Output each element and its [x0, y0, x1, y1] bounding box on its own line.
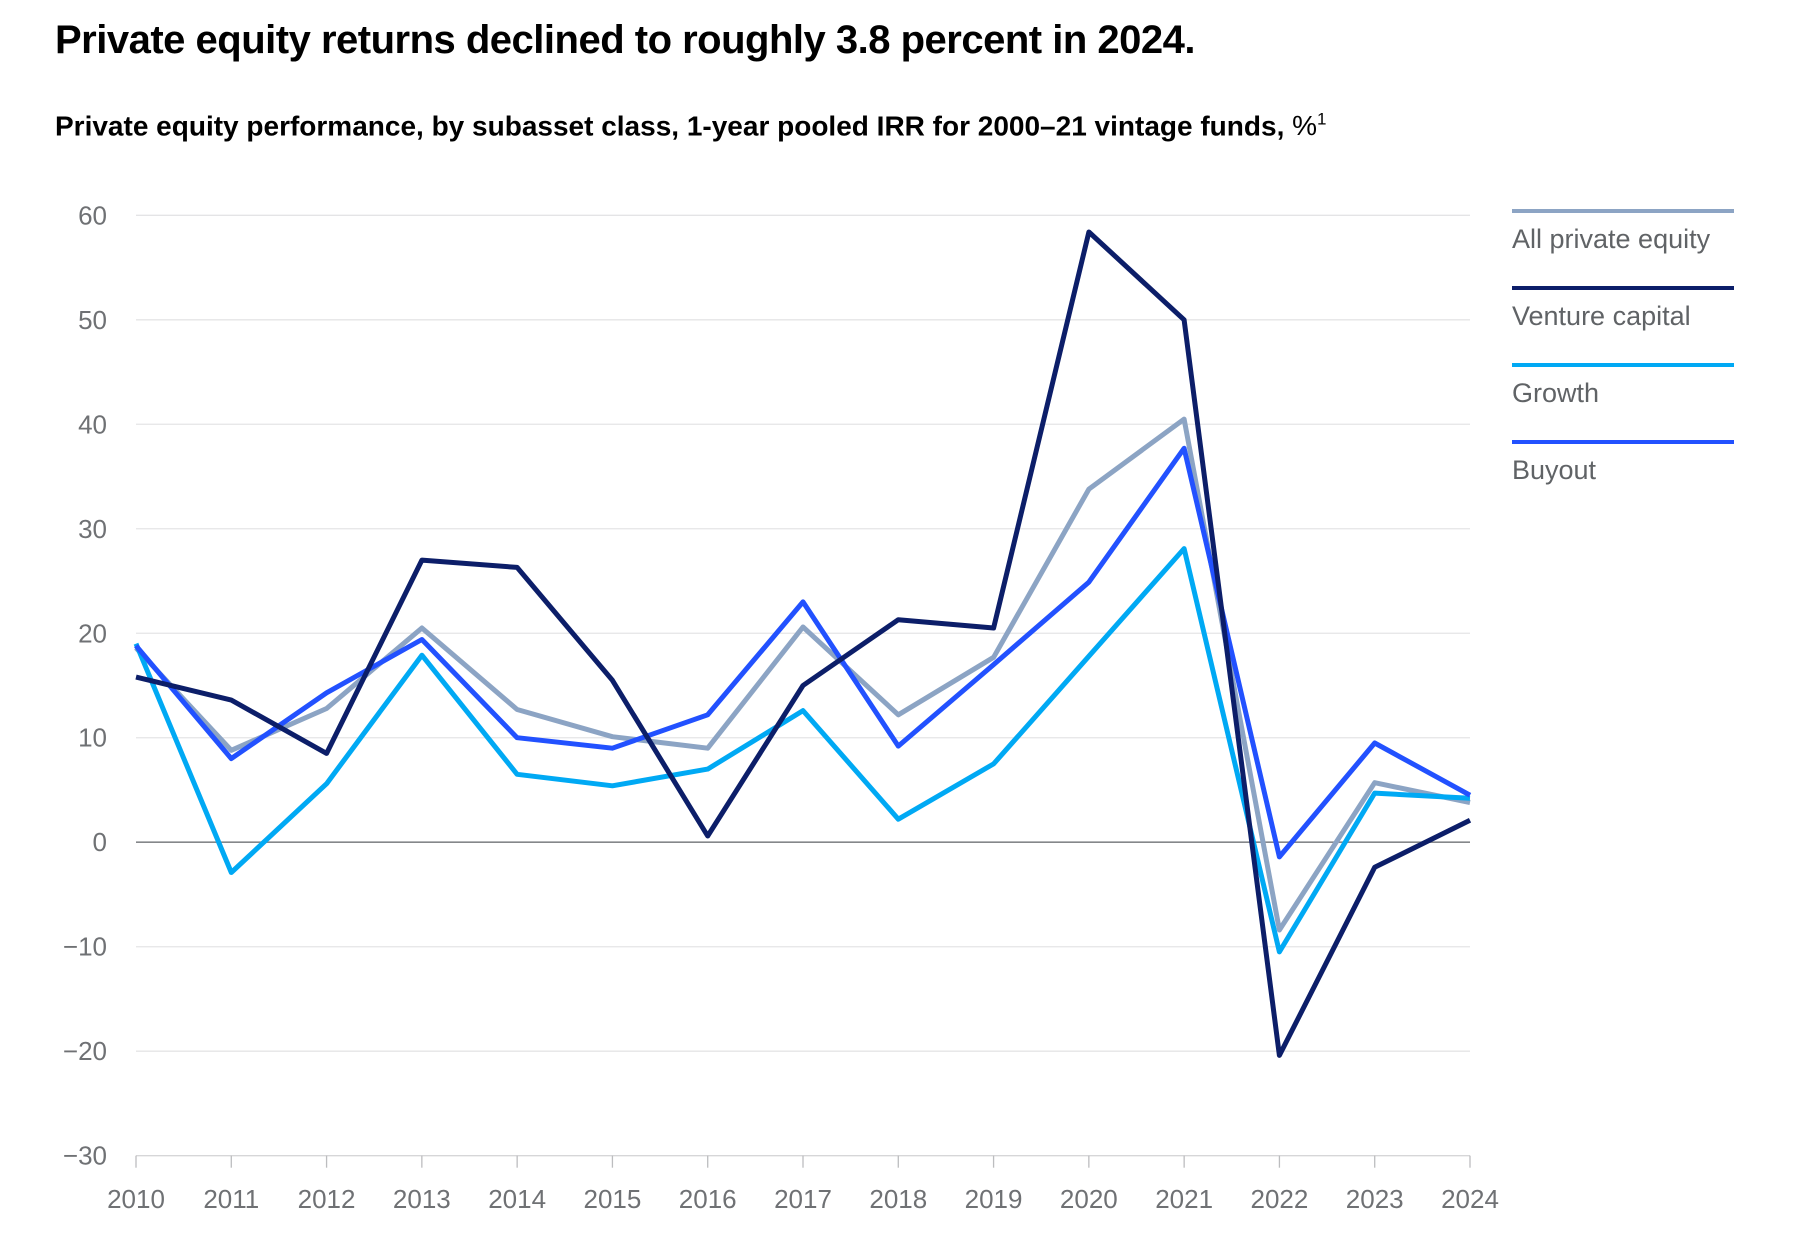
x-axis-tick-label: 2010 [107, 1184, 165, 1214]
legend-label: Growth [1512, 378, 1600, 408]
legend-item-all-private-equity: All private equity [1512, 209, 1742, 286]
series-line-venture-capital [135, 229, 1472, 1058]
legend-item-venture-capital: Venture capital [1512, 286, 1742, 363]
x-axis-tick-label: 2014 [488, 1184, 546, 1214]
legend-item-growth: Growth [1512, 363, 1742, 440]
x-axis-tick-label: 2016 [679, 1184, 737, 1214]
y-axis-tick-label: 40 [78, 409, 107, 439]
series-line-buyout [134, 445, 1472, 860]
legend-swatch-line [1512, 209, 1734, 213]
y-axis-tick-label: 30 [78, 514, 107, 544]
legend-item-buyout: Buyout [1512, 440, 1742, 517]
x-axis-tick-label: 2017 [774, 1184, 832, 1214]
legend-swatch-line [1512, 363, 1734, 367]
x-axis-tick-label: 2012 [298, 1184, 356, 1214]
x-axis-tick-label: 2020 [1060, 1184, 1118, 1214]
chart-legend: All private equity Venture capital Growth B… [1512, 209, 1742, 517]
x-axis-tick-label: 2023 [1346, 1184, 1404, 1214]
x-axis-tick-label: 2022 [1251, 1184, 1309, 1214]
footnote-marker: 1 [1317, 110, 1327, 129]
x-axis-tick-label: 2018 [869, 1184, 927, 1214]
y-axis-tick-label: 20 [78, 618, 107, 648]
y-axis-tick-label: 10 [78, 723, 107, 753]
y-axis-tick-label: −20 [63, 1036, 107, 1066]
y-axis-tick-label: 50 [78, 305, 107, 335]
y-axis-tick-label: −30 [63, 1141, 107, 1171]
x-axis-tick-label: 2011 [203, 1184, 259, 1214]
y-axis-tick-label: 60 [78, 200, 107, 230]
chart-subtitle-unit: %1 [1292, 110, 1327, 142]
legend-label: All private equity [1512, 224, 1711, 254]
x-axis-tick-label: 2019 [965, 1184, 1023, 1214]
x-axis-tick-label: 2013 [393, 1184, 451, 1214]
legend-swatch-line [1512, 440, 1734, 444]
y-axis-tick-label: −10 [63, 932, 107, 962]
x-axis-tick-label: 2021 [1155, 1184, 1213, 1214]
legend-label: Buyout [1512, 455, 1597, 485]
chart-subtitle: Private equity performance, by subasset … [55, 110, 1327, 142]
x-axis-tick-label: 2015 [584, 1184, 642, 1214]
y-axis-tick-label: 0 [93, 827, 107, 857]
chart-title: Private equity returns declined to rough… [55, 18, 1195, 62]
x-axis-tick-label: 2024 [1441, 1184, 1499, 1214]
legend-label: Venture capital [1512, 301, 1691, 331]
legend-swatch-line [1512, 286, 1734, 290]
chart-subtitle-text: Private equity performance, by subasset … [55, 110, 1285, 142]
series-line-all-private-equity [134, 416, 1471, 933]
